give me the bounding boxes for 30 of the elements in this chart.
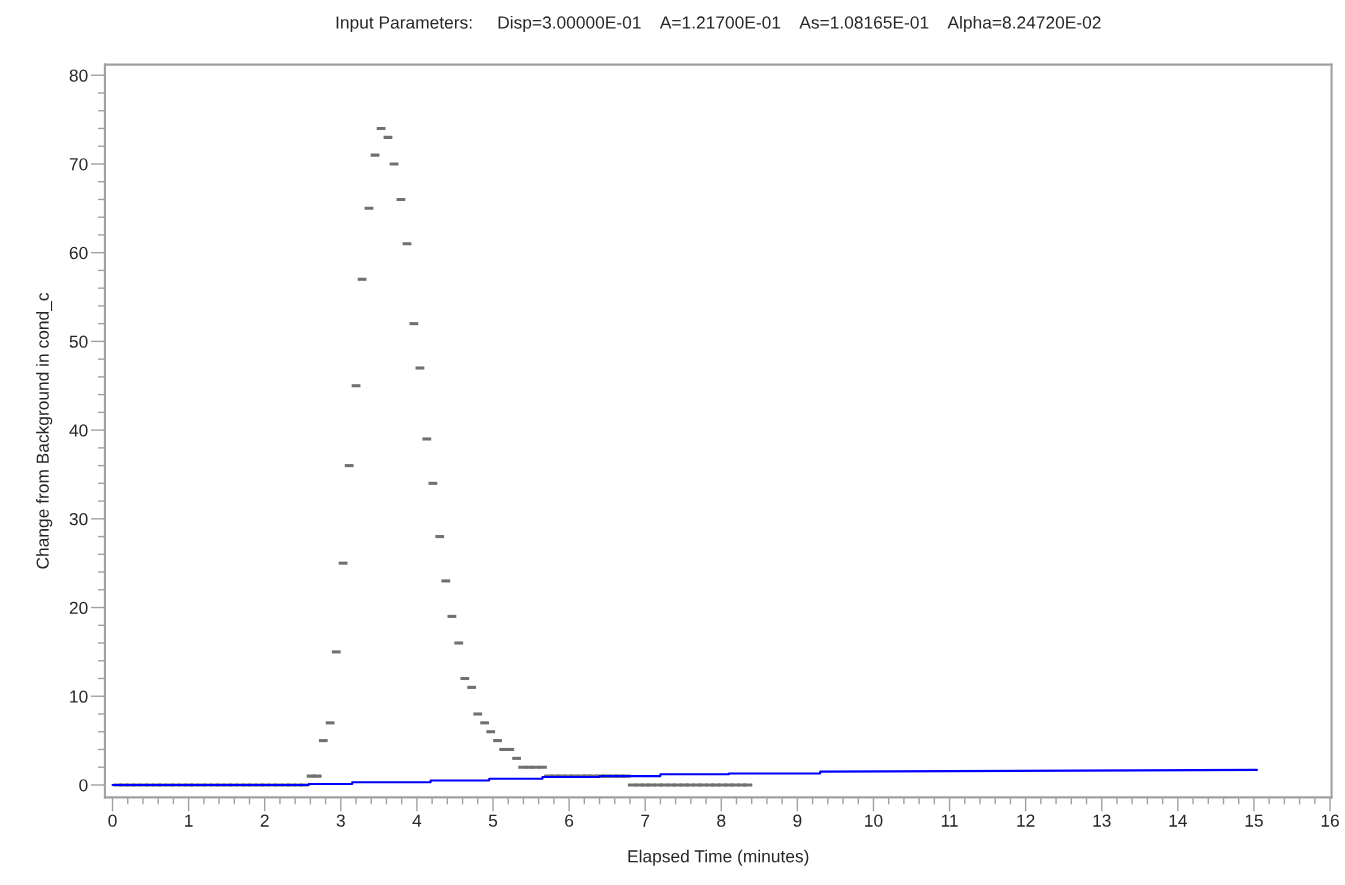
line-series (111, 768, 1259, 786)
y-tick-label: 50 (69, 335, 88, 348)
x-tick-label: 13 (1093, 814, 1111, 827)
y-tick-label: 10 (70, 690, 88, 703)
x-tick-label: 4 (412, 814, 422, 827)
y-tick-label: 70 (69, 158, 88, 171)
y-axis-title: Change from Background in cond_c (36, 292, 53, 569)
y-tick-label: 0 (79, 779, 88, 792)
y-tick-label: 20 (69, 601, 88, 614)
x-tick-label: 9 (793, 814, 802, 827)
x-axis-title: Elapsed Time (minutes) (628, 849, 809, 866)
x-tick-label: 1 (185, 814, 193, 827)
x-tick-label: 11 (941, 814, 958, 827)
y-tick-label: 30 (69, 512, 88, 526)
x-tick-label: 6 (565, 814, 574, 827)
x-tick-label: 3 (336, 814, 345, 827)
chart-title: Input Parameters: Disp=3.00000E-01 A=1.21700E-01 As=1.08165E-01 Alpha=8.24720E-02 (336, 15, 1101, 33)
x-tick-label: 7 (641, 814, 650, 827)
x-tick-label: 16 (1321, 814, 1339, 827)
x-tick-label: 8 (717, 814, 726, 827)
x-tick-label: 2 (260, 814, 269, 827)
x-tick-label: 14 (1169, 814, 1187, 827)
x-tick-label: 0 (108, 814, 117, 827)
y-tick-label: 60 (69, 246, 88, 260)
y-tick-label: 80 (69, 69, 88, 82)
x-tick-label: 12 (1017, 814, 1035, 827)
x-tick-label: 15 (1245, 814, 1263, 827)
y-tick-label: 40 (69, 424, 88, 437)
x-tick-label: 5 (488, 814, 498, 827)
x-tick-label: 10 (865, 814, 883, 827)
